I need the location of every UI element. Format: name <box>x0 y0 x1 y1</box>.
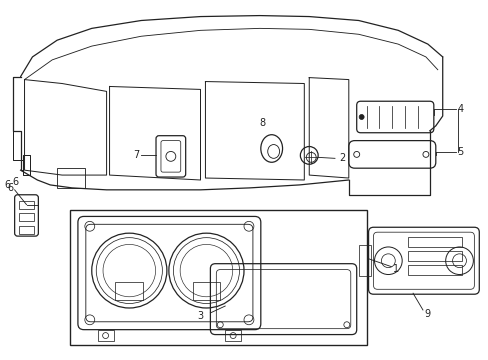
Bar <box>225 330 241 342</box>
Text: 1: 1 <box>392 264 399 274</box>
Bar <box>407 237 462 247</box>
Bar <box>19 226 34 234</box>
Bar <box>57 168 84 188</box>
Bar <box>19 213 34 221</box>
Bar <box>115 282 143 300</box>
Text: 3: 3 <box>197 311 203 321</box>
Text: 2: 2 <box>338 153 345 163</box>
Text: 7: 7 <box>133 150 139 161</box>
Bar <box>407 265 462 275</box>
Text: 4: 4 <box>457 104 463 114</box>
Circle shape <box>359 114 364 120</box>
Text: 6: 6 <box>8 183 14 193</box>
Text: 9: 9 <box>424 309 430 319</box>
Bar <box>98 330 113 342</box>
Text: 6: 6 <box>13 177 19 187</box>
Text: 5: 5 <box>457 148 463 157</box>
Bar <box>70 210 366 345</box>
Bar <box>407 251 462 261</box>
Text: 8: 8 <box>259 118 265 128</box>
Text: 6: 6 <box>4 180 11 190</box>
Bar <box>358 245 370 276</box>
Bar <box>192 282 220 300</box>
Bar <box>19 201 34 208</box>
